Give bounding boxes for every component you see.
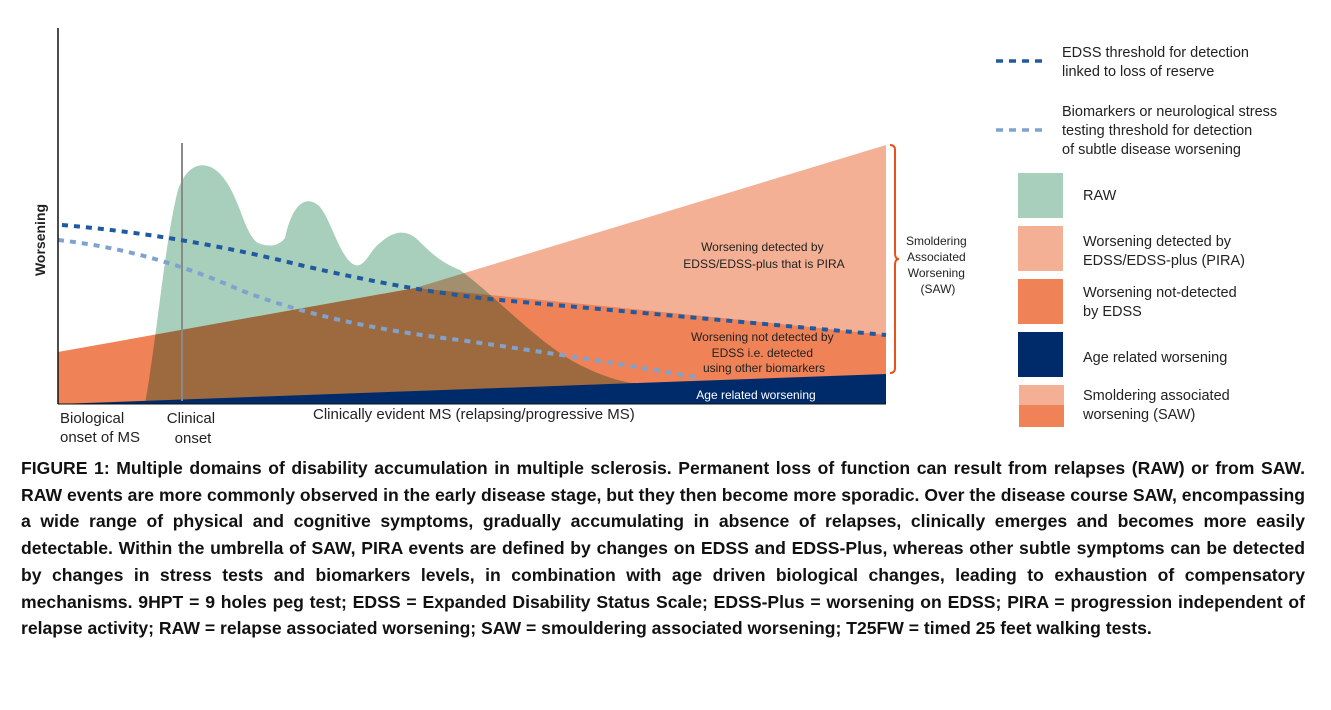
biological-onset-label: Biological onset of MS	[60, 410, 140, 446]
saw-bracket	[889, 144, 900, 374]
legend-age-swatch	[1018, 332, 1063, 377]
legend-raw-swatch	[1018, 173, 1063, 218]
legend-saw-label: Smoldering associated worsening (SAW)	[1082, 388, 1234, 423]
legend-biomarker-line2: testing threshold for detection	[1062, 123, 1252, 139]
legend-not-detected-line2: by EDSS	[1083, 304, 1142, 320]
legend-edss-line1: EDSS threshold for detection	[1062, 45, 1249, 61]
not-detected-line2: EDSS i.e. detected	[712, 346, 813, 360]
legend-raw-label: RAW	[1083, 188, 1117, 204]
legend-biomarker-line3: of subtle disease worsening	[1062, 142, 1241, 158]
clinically-evident-label: Clinically evident MS (relapsing/progres…	[313, 406, 635, 423]
legend-edss-label: EDSS threshold for detection linked to l…	[1062, 45, 1253, 80]
legend-biomarker-line1: Biomarkers or neurological stress	[1062, 104, 1277, 120]
saw-bracket-label: Smoldering Associated Worsening (SAW)	[906, 234, 970, 296]
saw-label-line1: Smoldering	[906, 234, 967, 248]
y-axis-label: Worsening	[32, 204, 48, 276]
legend-age-label: Age related worsening	[1083, 350, 1227, 366]
legend-not-detected-line1: Worsening not-detected	[1083, 285, 1237, 301]
pira-label-line2: EDSS/EDSS-plus that is PIRA	[683, 257, 844, 271]
ms-disability-diagram: Worsening Biological onset of MS Clinica…	[32, 28, 1281, 447]
legend-not-detected-label: Worsening not-detected by EDSS	[1083, 285, 1241, 320]
edss-threshold-line	[61, 223, 887, 337]
clinical-onset-line2: onset	[175, 430, 213, 447]
clinical-onset-line1: Clinical	[167, 410, 215, 427]
biomarker-threshold-line	[57, 238, 701, 380]
age-related-region	[58, 374, 886, 404]
biological-onset-line2: onset of MS	[60, 429, 140, 446]
legend-saw-line2: worsening (SAW)	[1082, 407, 1195, 423]
legend-biomarker-label: Biomarkers or neurological stress testin…	[1062, 104, 1281, 158]
legend: EDSS threshold for detection linked to l…	[996, 45, 1281, 427]
not-detected-region-label: Worsening not detected by EDSS i.e. dete…	[691, 330, 837, 375]
legend-pira-swatch	[1018, 226, 1063, 271]
legend-pira-line1: Worsening detected by	[1083, 234, 1232, 250]
legend-saw-swatch-bottom	[1019, 405, 1064, 427]
figure-caption: FIGURE 1: Multiple domains of disability…	[21, 458, 1305, 639]
pira-label-line1: Worsening detected by	[701, 240, 824, 254]
legend-saw-line1: Smoldering associated	[1083, 388, 1230, 404]
legend-not-detected-swatch	[1018, 279, 1063, 324]
saw-label-line3: Worsening	[908, 266, 965, 280]
clinical-onset-label: Clinical onset	[167, 410, 220, 447]
not-detected-line3: using other biomarkers	[703, 361, 825, 375]
legend-edss-line2: linked to loss of reserve	[1062, 64, 1214, 80]
pira-region-label: Worsening detected by EDSS/EDSS-plus tha…	[683, 240, 844, 271]
age-region-label: Age related worsening	[696, 388, 815, 402]
not-detected-line1: Worsening not detected by	[691, 330, 834, 344]
biological-onset-line1: Biological	[60, 410, 124, 427]
legend-pira-line2: EDSS/EDSS-plus (PIRA)	[1083, 253, 1245, 269]
legend-pira-label: Worsening detected by EDSS/EDSS-plus (PI…	[1083, 234, 1245, 269]
legend-saw-swatch-top	[1019, 385, 1064, 405]
saw-label-line4: (SAW)	[921, 282, 956, 296]
saw-label-line2: Associated	[907, 250, 966, 264]
raw-region	[145, 165, 655, 404]
